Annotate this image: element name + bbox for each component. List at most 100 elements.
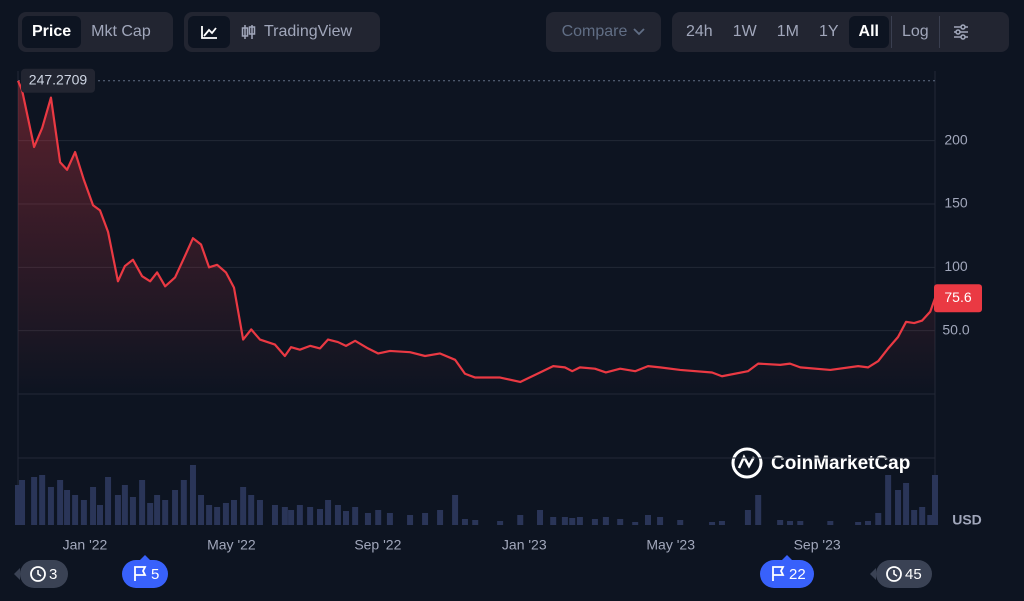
volume-bar <box>80 500 87 525</box>
volume-bar <box>222 503 229 525</box>
x-tick-label: Sep '22 <box>354 537 401 553</box>
range-button[interactable]: 1Y <box>818 23 839 40</box>
volume-bar <box>903 483 910 525</box>
marker-count: 5 <box>151 566 159 583</box>
price-button[interactable]: Price <box>22 16 82 48</box>
tradingview-button[interactable]: TradingView <box>230 16 362 48</box>
volume-bar <box>90 487 97 525</box>
volume-bar <box>927 515 934 525</box>
range-button[interactable]: All <box>848 16 889 48</box>
line-chart-button[interactable] <box>188 16 230 48</box>
range-group: 24h 1W 1M 1Y All Log <box>672 12 1009 52</box>
volume-bar <box>325 500 332 525</box>
marker-pointer <box>870 568 876 580</box>
current-price-label: 75.6 <box>944 289 971 305</box>
volume-bar <box>422 513 429 525</box>
volume-bar <box>875 513 882 525</box>
volume-bar <box>645 515 652 525</box>
volume-bar <box>105 477 112 525</box>
volume-bar <box>591 519 598 525</box>
volume-bar <box>718 521 725 525</box>
y-tick-label: 200 <box>944 131 968 147</box>
flag-icon <box>134 566 147 581</box>
volume-bar <box>777 520 784 525</box>
line-icon <box>201 26 217 39</box>
compare-dropdown[interactable]: Compare <box>546 12 661 52</box>
volume-bar <box>461 519 468 525</box>
volume-bar <box>375 510 382 525</box>
volume-bar <box>827 521 834 525</box>
volume-bar <box>895 490 902 525</box>
volume-bar <box>865 521 872 525</box>
volume-bar <box>709 522 716 525</box>
y-tick-label: 150 <box>944 195 968 211</box>
candle-icon <box>241 25 256 39</box>
event-marker[interactable]: 3 <box>14 560 68 588</box>
compare-text: Compare <box>561 23 628 40</box>
y-axis-label: USD <box>952 512 982 528</box>
volume-bar <box>121 485 128 525</box>
volume-bar <box>162 500 169 525</box>
volume-bar <box>256 500 263 525</box>
volume-bar <box>57 480 64 525</box>
volume-bar <box>755 495 762 525</box>
volume-bar <box>129 497 136 525</box>
event-marker[interactable]: 22 <box>760 555 814 588</box>
volume-bar <box>64 490 71 525</box>
marker-pill <box>20 560 68 588</box>
volume-bar <box>47 487 54 525</box>
event-marker[interactable]: 5 <box>122 555 168 588</box>
volume-bar <box>657 517 664 525</box>
max-label-bg <box>21 68 95 93</box>
volume-bar <box>334 505 341 525</box>
y-tick-label: 100 <box>944 258 968 274</box>
volume-bar <box>576 517 583 525</box>
volume-bar <box>248 495 255 525</box>
clock-hand <box>893 570 898 577</box>
x-tick-label: Jan '23 <box>502 537 547 553</box>
volume-bar <box>198 495 205 525</box>
mktcap-button[interactable]: Mkt Cap <box>91 23 151 40</box>
volume-bar <box>72 495 79 525</box>
log-button[interactable]: Log <box>890 16 939 48</box>
volume-bar <box>39 475 46 525</box>
marker-pointer <box>14 568 20 580</box>
clock-icon <box>30 566 46 582</box>
volume-bar <box>677 520 684 525</box>
marker-pointer <box>140 555 150 560</box>
settings-button[interactable] <box>938 16 982 48</box>
event-marker[interactable]: 45 <box>870 560 932 588</box>
volume-bar <box>180 480 187 525</box>
volume-bar <box>296 505 303 525</box>
volume-bar <box>407 515 414 525</box>
range-button[interactable]: 1W <box>732 23 757 40</box>
marker-pill <box>876 560 932 588</box>
volume-bar <box>154 495 161 525</box>
volume-bar <box>317 509 324 525</box>
price-line <box>16 80 937 384</box>
volume-bar <box>352 507 359 525</box>
volume-bar <box>472 520 479 525</box>
volume-bar <box>189 465 196 525</box>
marker-pointer <box>782 555 792 560</box>
volume-bar <box>96 505 103 525</box>
volume-bar <box>214 507 221 525</box>
range-button[interactable]: 24h <box>686 23 713 40</box>
volume-bar <box>15 485 21 525</box>
range-button[interactable]: 1M <box>776 23 799 40</box>
volume-bar <box>855 522 862 525</box>
volume-bar <box>550 517 557 525</box>
volume-bar <box>744 510 751 525</box>
compare-label: Compare <box>552 16 656 48</box>
volume-bar <box>885 475 892 525</box>
flag-icon <box>772 566 785 581</box>
volume-bar <box>342 511 349 525</box>
volume-bar <box>206 505 213 525</box>
x-tick-label: Jan '22 <box>63 537 108 553</box>
volume-bar <box>114 495 121 525</box>
volume-bar <box>617 519 624 525</box>
volume-bar <box>537 510 544 525</box>
x-tick-label: May '23 <box>646 537 695 553</box>
